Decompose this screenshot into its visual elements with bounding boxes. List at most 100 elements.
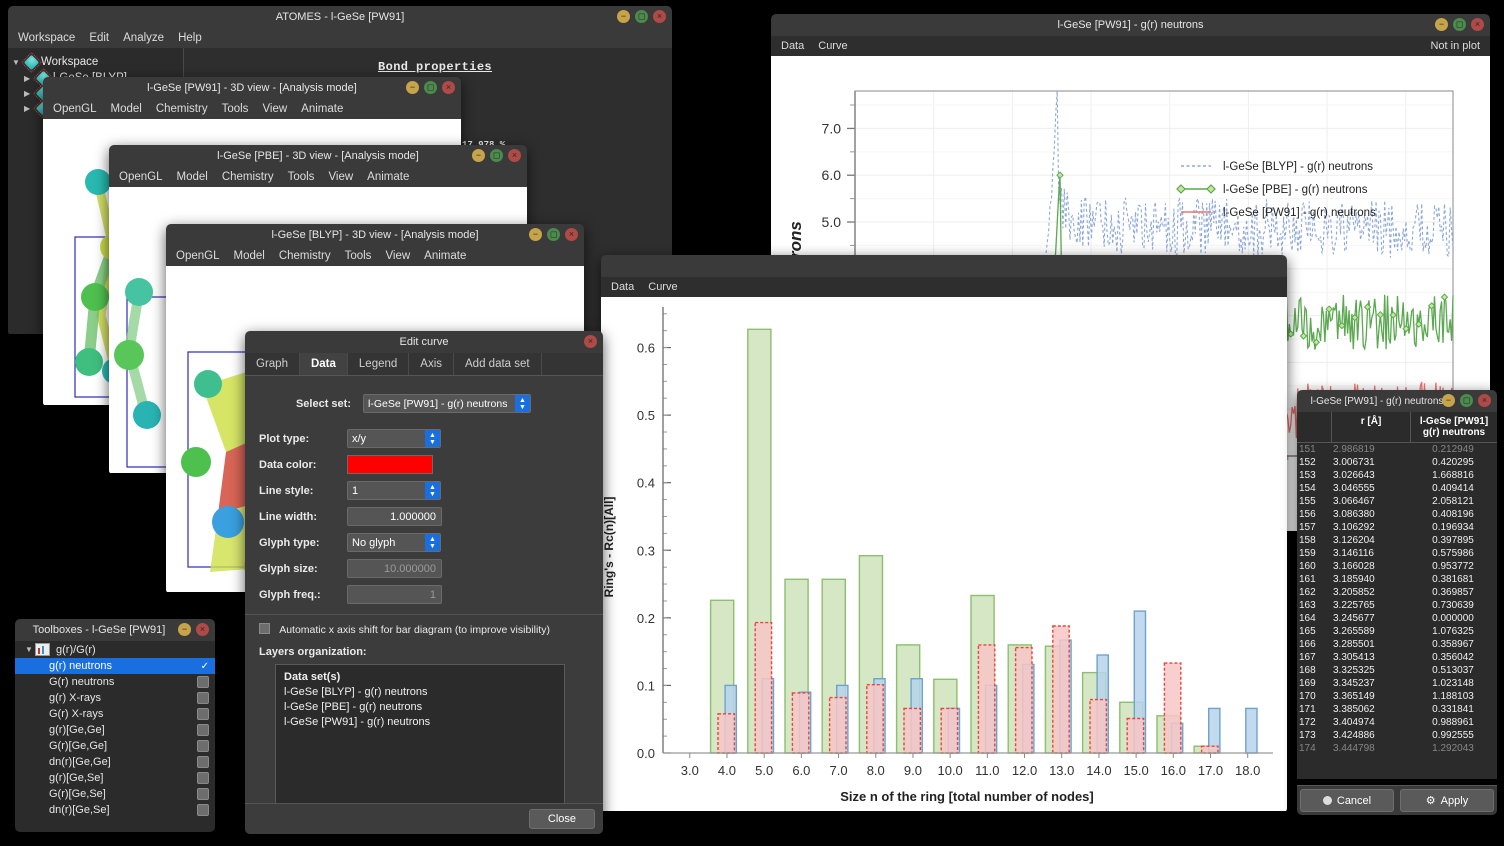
minimize-icon[interactable]: − bbox=[617, 10, 630, 23]
chevron-updown-icon[interactable]: ▲ ▼ bbox=[425, 534, 440, 551]
table-row[interactable]: 164 3.245677 0.000000 bbox=[1297, 612, 1497, 625]
menu-tools[interactable]: Tools bbox=[344, 250, 372, 262]
menu-animate[interactable]: Animate bbox=[301, 103, 344, 115]
menu-model[interactable]: Model bbox=[233, 250, 265, 262]
menu-model[interactable]: Model bbox=[176, 171, 208, 183]
menu-chemistry[interactable]: Chemistry bbox=[155, 103, 208, 115]
checkbox[interactable] bbox=[197, 692, 209, 704]
table-row[interactable]: 154 3.046555 0.409414 bbox=[1297, 482, 1497, 495]
menu-tools[interactable]: Tools bbox=[221, 103, 249, 115]
window-buttons[interactable]: − ◻ × bbox=[617, 10, 666, 23]
ring-menubar[interactable]: Data Curve bbox=[601, 277, 1287, 297]
menu-opengl[interactable]: OpenGL bbox=[53, 103, 97, 115]
menu-data[interactable]: Data bbox=[611, 281, 635, 293]
atomes-menubar[interactable]: Workspace Edit Analyze Help bbox=[8, 28, 672, 48]
view3d-titlebar-pw91[interactable]: l-GeSe [PW91] - 3D view - [Analysis mode… bbox=[43, 77, 461, 99]
checkbox[interactable] bbox=[197, 676, 209, 688]
toolbox-group-row[interactable]: ▼ g(r)/G(r) bbox=[15, 641, 215, 658]
toolboxes-window[interactable]: Toolboxes - l-GeSe [PW91] − × ▼ g(r)/G(r… bbox=[15, 619, 215, 832]
chevron-updown-icon[interactable]: ▲ ▼ bbox=[425, 430, 440, 447]
toolbox-item-0[interactable]: g(r) neutrons ✓ bbox=[15, 658, 215, 674]
maximize-icon[interactable]: ◻ bbox=[490, 149, 503, 162]
toolbox-item-7[interactable]: g(r)[Ge,Se] bbox=[15, 770, 215, 786]
tree-item-3[interactable]: ▶ bbox=[8, 100, 183, 117]
chevron-right-icon[interactable]: ▶ bbox=[24, 89, 31, 98]
toolboxes-list[interactable]: ▼ g(r)/G(r) g(r) neutrons ✓ G(r) neutrons g… bbox=[15, 641, 215, 832]
window-buttons[interactable]: − ◻ × bbox=[406, 81, 455, 94]
chevron-down-icon[interactable]: ▼ bbox=[12, 57, 20, 67]
close-button[interactable]: Close bbox=[528, 809, 595, 829]
layer-item-pbe[interactable]: l-GeSe [PBE] - g(r) neutrons bbox=[284, 701, 423, 713]
gr-menubar[interactable]: Data Curve Not in plot bbox=[771, 36, 1490, 56]
checkbox[interactable] bbox=[197, 724, 209, 736]
checkbox[interactable] bbox=[197, 708, 209, 720]
menu-view[interactable]: View bbox=[385, 250, 411, 262]
toolbox-item-8[interactable]: G(r)[Ge,Se] bbox=[15, 786, 215, 802]
close-icon[interactable]: × bbox=[1478, 394, 1491, 407]
chevron-updown-icon[interactable]: ▲ ▼ bbox=[425, 482, 440, 499]
table-row[interactable]: 167 3.305413 0.356042 bbox=[1297, 651, 1497, 664]
table-row[interactable]: 172 3.404974 0.988961 bbox=[1297, 716, 1497, 729]
chevron-right-icon[interactable]: ▶ bbox=[24, 104, 31, 113]
close-icon[interactable]: × bbox=[653, 10, 666, 23]
tree-item-2[interactable]: ▶ bbox=[8, 85, 183, 102]
close-icon[interactable]: × bbox=[1471, 18, 1484, 31]
table-row[interactable]: 165 3.265589 1.076325 bbox=[1297, 625, 1497, 638]
menu-data[interactable]: Data bbox=[781, 40, 805, 52]
menu-model[interactable]: Model bbox=[110, 103, 142, 115]
table-row[interactable]: 151 2.986819 0.212949 bbox=[1297, 443, 1497, 456]
table-row[interactable]: 160 3.166028 0.953772 bbox=[1297, 560, 1497, 573]
auto-shift-checkbox[interactable] bbox=[259, 623, 270, 634]
edit-curve-tabs[interactable]: Graph Data Legend Axis Add data set bbox=[245, 353, 603, 376]
minimize-icon[interactable]: − bbox=[472, 149, 485, 162]
window-buttons[interactable]: − ◻ × bbox=[472, 149, 521, 162]
toolbox-item-9[interactable]: dn(r)[Ge,Se] bbox=[15, 802, 215, 818]
view3d-titlebar-pbe[interactable]: l-GeSe [PBE] - 3D view - [Analysis mode]… bbox=[109, 145, 527, 167]
gr-titlebar[interactable]: l-GeSe [PW91] - g(r) neutrons − ◻ × bbox=[771, 14, 1490, 36]
close-icon[interactable]: × bbox=[584, 335, 597, 348]
maximize-icon[interactable]: ◻ bbox=[1460, 394, 1473, 407]
line-style-combo[interactable]: 1 ▲ ▼ bbox=[347, 481, 441, 500]
minimize-icon[interactable]: − bbox=[1435, 18, 1448, 31]
table-row[interactable]: 170 3.365149 1.188103 bbox=[1297, 690, 1497, 703]
toolboxes-titlebar[interactable]: Toolboxes - l-GeSe [PW91] − × bbox=[15, 619, 215, 641]
maximize-icon[interactable]: ◻ bbox=[424, 81, 437, 94]
tab-axis[interactable]: Axis bbox=[409, 353, 455, 375]
window-buttons[interactable]: × bbox=[584, 335, 597, 348]
menu-help[interactable]: Help bbox=[178, 32, 202, 44]
toolbox-item-3[interactable]: G(r) X-rays bbox=[15, 706, 215, 722]
view3d-menubar-pbe[interactable]: OpenGL Model Chemistry Tools View Animat… bbox=[109, 167, 527, 187]
table-row[interactable]: 163 3.225765 0.730639 bbox=[1297, 599, 1497, 612]
table-row[interactable]: 171 3.385062 0.331841 bbox=[1297, 703, 1497, 716]
menu-animate[interactable]: Animate bbox=[367, 171, 410, 183]
toolbox-item-4[interactable]: g(r)[Ge,Ge] bbox=[15, 722, 215, 738]
view3d-menubar-blyp[interactable]: OpenGL Model Chemistry Tools View Animat… bbox=[166, 246, 584, 266]
menu-chemistry[interactable]: Chemistry bbox=[278, 250, 331, 262]
toolbox-item-1[interactable]: G(r) neutrons bbox=[15, 674, 215, 690]
tab-graph[interactable]: Graph bbox=[245, 353, 300, 375]
select-set-combo[interactable]: l-GeSe [PW91] - g(r) neutrons ▲ ▼ bbox=[363, 394, 531, 413]
checkbox[interactable] bbox=[197, 788, 209, 800]
minimize-icon[interactable]: − bbox=[529, 228, 542, 241]
tab-legend[interactable]: Legend bbox=[348, 353, 410, 375]
toolbox-item-6[interactable]: dn(r)[Ge,Ge] bbox=[15, 754, 215, 770]
ring-plot-canvas[interactable]: 0.0 0.1 0.2 0.3 0.4 0.5 0.6 3.0 4.0 5.0 6.0 7.0 8.0 9… bbox=[601, 297, 1287, 811]
table-row[interactable]: 157 3.106292 0.196934 bbox=[1297, 521, 1497, 534]
close-icon[interactable]: × bbox=[196, 623, 209, 636]
table-row[interactable]: 153 3.026643 1.668816 bbox=[1297, 469, 1497, 482]
apply-button[interactable]: ⚙ Apply bbox=[1400, 789, 1494, 812]
atomes-titlebar[interactable]: ATOMES - l-GeSe [PW91] − ◻ × bbox=[8, 6, 672, 28]
maximize-icon[interactable]: ◻ bbox=[1453, 18, 1466, 31]
cancel-button[interactable]: Cancel bbox=[1300, 789, 1394, 812]
table-row[interactable]: 161 3.185940 0.381681 bbox=[1297, 573, 1497, 586]
data-table-window[interactable]: l-GeSe [PW91] - g(r) neutrons − ◻ × r [Å… bbox=[1297, 390, 1497, 815]
minimize-icon[interactable]: − bbox=[406, 81, 419, 94]
minimize-icon[interactable]: − bbox=[178, 623, 191, 636]
close-icon[interactable]: × bbox=[508, 149, 521, 162]
checkbox[interactable] bbox=[197, 756, 209, 768]
glyph-type-combo[interactable]: No glyph ▲ ▼ bbox=[347, 533, 441, 552]
layer-item-pw91[interactable]: l-GeSe [PW91] - g(r) neutrons bbox=[284, 716, 431, 728]
table-row[interactable]: 168 3.325325 0.513037 bbox=[1297, 664, 1497, 677]
checkbox[interactable] bbox=[197, 740, 209, 752]
menu-view[interactable]: View bbox=[328, 171, 354, 183]
